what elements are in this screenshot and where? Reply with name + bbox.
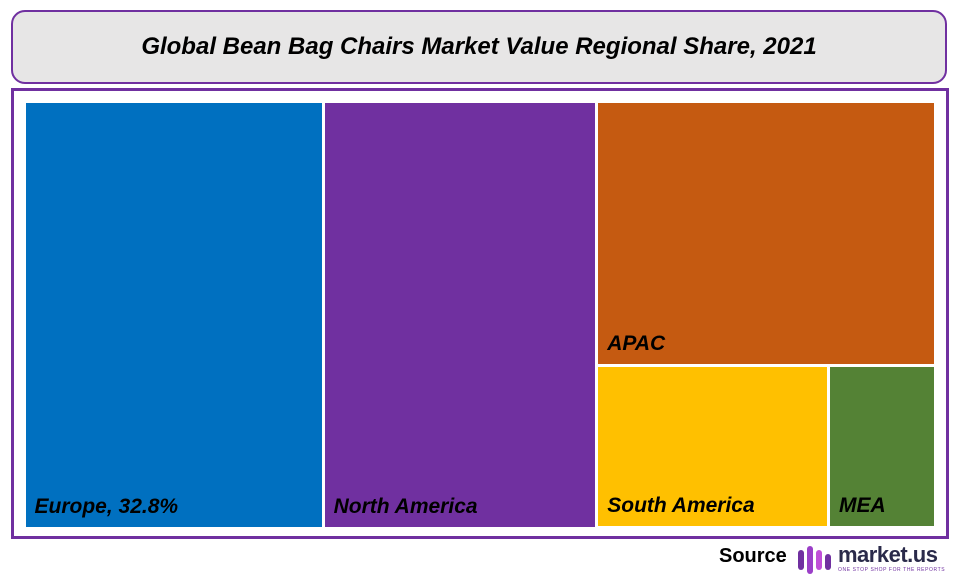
- source-footer: Source market.us ONE STOP SHOP FOR THE R…: [0, 540, 960, 580]
- tile-label-mea: MEA: [838, 494, 886, 518]
- treemap-tile-europe: Europe, 32.8%: [25, 102, 322, 527]
- tile-label-south-america: South America: [607, 494, 755, 518]
- source-label: Source: [719, 545, 787, 567]
- market-us-logo-icon: [798, 546, 831, 574]
- logo-wordmark: market.us: [838, 542, 938, 567]
- tile-label-north-america: North America: [333, 494, 478, 518]
- treemap-tile-north-america: North America: [324, 102, 596, 527]
- treemap-tile-south-america: South America: [598, 366, 827, 527]
- market-us-logo[interactable]: market.us ONE STOP SHOP FOR THE REPORTS: [796, 542, 956, 578]
- treemap-tile-apac: APAC: [598, 102, 935, 364]
- chart-title-box: Global Bean Bag Chairs Market Value Regi…: [11, 10, 947, 84]
- tile-label-apac: APAC: [607, 331, 666, 355]
- tile-label-europe: Europe, 32.8%: [34, 494, 179, 518]
- treemap-plot: Europe, 32.8% North America APAC South Amer…: [24, 101, 936, 528]
- treemap-tile-mea: MEA: [829, 366, 935, 527]
- logo-tagline: ONE STOP SHOP FOR THE REPORTS: [838, 567, 946, 573]
- chart-frame: Europe, 32.8% North America APAC South Amer…: [11, 88, 949, 539]
- chart-title: Global Bean Bag Chairs Market Value Regi…: [141, 33, 817, 60]
